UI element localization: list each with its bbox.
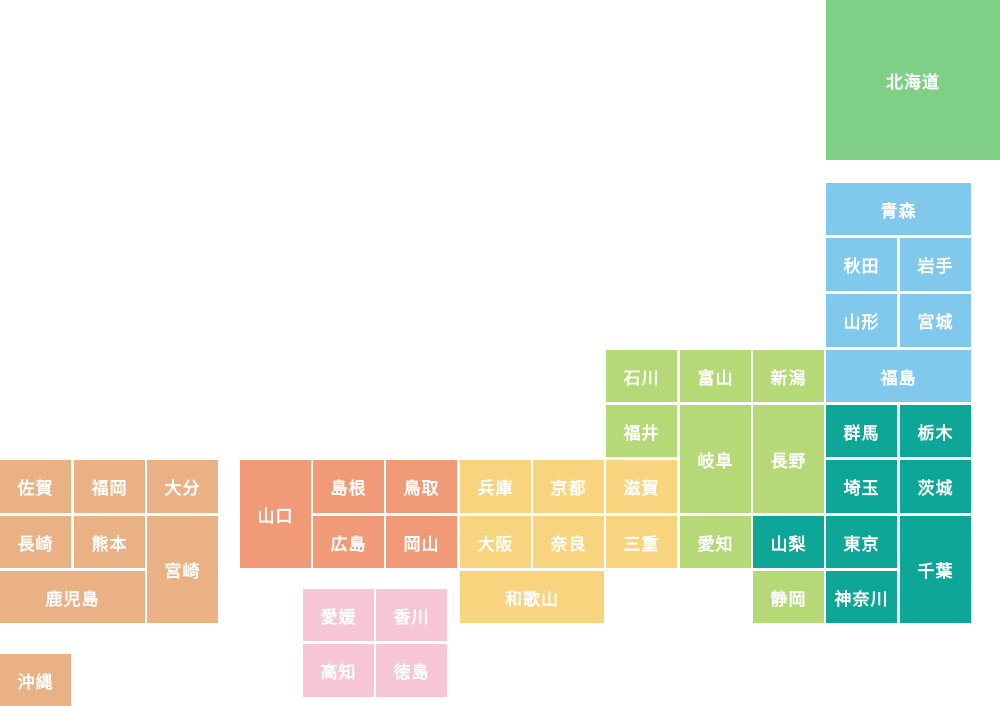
prefecture-hokkaido[interactable]: 北海道 [826,0,1000,160]
prefecture-label: 鳥取 [403,479,440,499]
prefecture-kagawa[interactable]: 香川 [376,589,447,641]
prefecture-ibaraki[interactable]: 茨城 [900,460,971,513]
prefecture-label: 沖縄 [17,672,54,693]
prefecture-label: 熊本 [91,534,128,555]
prefecture-gifu[interactable]: 岐阜 [680,405,751,513]
prefecture-label: 石川 [623,368,660,389]
prefecture-iwate[interactable]: 岩手 [900,238,971,291]
prefecture-yamagata[interactable]: 山形 [826,294,897,347]
prefecture-aomori[interactable]: 青森 [826,183,971,235]
prefecture-ishikawa[interactable]: 石川 [606,350,677,402]
prefecture-okinawa[interactable]: 沖縄 [0,654,71,706]
prefecture-tokushima[interactable]: 徳島 [376,644,447,697]
prefecture-fukushima[interactable]: 福島 [826,350,971,402]
prefecture-label: 京都 [550,479,587,499]
prefecture-label: 富山 [697,368,734,389]
prefecture-label: 岡山 [403,534,440,555]
prefecture-label: 愛媛 [320,607,357,628]
prefecture-label: 神奈川 [834,589,889,610]
prefecture-fukui[interactable]: 福井 [606,405,677,457]
prefecture-label: 愛知 [697,534,734,555]
prefecture-osaka[interactable]: 大阪 [460,516,531,568]
prefecture-label: 大分 [164,479,201,499]
prefecture-label: 三重 [623,534,660,555]
prefecture-label: 山口 [257,506,294,527]
prefecture-label: 徳島 [393,663,430,683]
prefecture-label: 栃木 [917,423,954,444]
prefecture-label: 鹿児島 [45,589,100,610]
prefecture-label: 奈良 [550,534,587,555]
prefecture-chiba[interactable]: 千葉 [900,516,971,623]
prefecture-label: 大阪 [477,534,514,555]
prefecture-mie[interactable]: 三重 [606,516,677,568]
prefecture-label: 長野 [770,451,807,472]
prefecture-hyogo[interactable]: 兵庫 [460,460,531,513]
prefecture-label: 佐賀 [17,479,54,499]
prefecture-label: 福井 [623,423,660,444]
prefecture-label: 広島 [330,534,367,555]
prefecture-label: 茨城 [917,479,954,499]
prefecture-label: 千葉 [917,562,954,582]
prefecture-miyagi[interactable]: 宮城 [900,294,971,347]
prefecture-niigata[interactable]: 新潟 [753,350,824,402]
prefecture-nagasaki[interactable]: 長崎 [0,516,71,568]
prefecture-label: 静岡 [770,589,807,610]
prefecture-label: 北海道 [886,72,940,93]
prefecture-kyoto[interactable]: 京都 [533,460,604,513]
prefecture-label: 和歌山 [505,589,559,610]
prefecture-label: 群馬 [843,423,880,444]
prefecture-shizuoka[interactable]: 静岡 [753,571,824,623]
prefecture-label: 宮崎 [164,562,201,582]
prefecture-okayama[interactable]: 岡山 [386,516,457,568]
prefecture-kagoshima[interactable]: 鹿児島 [0,571,145,623]
prefecture-fukuoka[interactable]: 福岡 [74,460,145,513]
prefecture-nara[interactable]: 奈良 [533,516,604,568]
prefecture-tokyo[interactable]: 東京 [826,516,897,568]
prefecture-label: 滋賀 [623,479,660,499]
prefecture-kumamoto[interactable]: 熊本 [74,516,145,568]
prefecture-label: 山梨 [770,534,807,555]
prefecture-label: 岐阜 [697,451,734,472]
prefecture-akita[interactable]: 秋田 [826,238,897,291]
prefecture-gunma[interactable]: 群馬 [826,405,897,457]
prefecture-label: 福岡 [91,479,128,499]
prefecture-ehime[interactable]: 愛媛 [303,589,374,641]
prefecture-tochigi[interactable]: 栃木 [900,405,971,457]
prefecture-label: 島根 [330,479,367,499]
prefecture-shimane[interactable]: 島根 [313,460,384,513]
prefecture-label: 高知 [320,663,357,683]
prefecture-label: 埼玉 [843,479,880,499]
prefecture-label: 兵庫 [477,479,514,499]
prefecture-kanagawa[interactable]: 神奈川 [826,571,897,623]
prefecture-saga[interactable]: 佐賀 [0,460,71,513]
prefecture-label: 山形 [843,313,880,333]
prefecture-nagano[interactable]: 長野 [753,405,824,513]
prefecture-kochi[interactable]: 高知 [303,644,374,697]
prefecture-saitama[interactable]: 埼玉 [826,460,897,513]
prefecture-label: 香川 [393,607,430,628]
prefecture-yamaguchi[interactable]: 山口 [240,460,311,568]
prefecture-label: 秋田 [843,257,880,277]
prefecture-tottori[interactable]: 鳥取 [386,460,457,513]
prefecture-label: 福島 [880,368,917,389]
prefecture-toyama[interactable]: 富山 [680,350,751,402]
prefecture-shiga[interactable]: 滋賀 [606,460,677,513]
prefecture-label: 東京 [843,534,880,555]
prefecture-label: 宮城 [917,313,954,333]
prefecture-label: 青森 [880,201,917,222]
prefecture-wakayama[interactable]: 和歌山 [460,571,604,623]
prefecture-miyazaki[interactable]: 宮崎 [147,516,218,623]
prefecture-aichi[interactable]: 愛知 [680,516,751,568]
prefecture-label: 新潟 [770,368,807,389]
prefecture-label: 長崎 [17,534,54,555]
prefecture-yamanashi[interactable]: 山梨 [753,516,824,568]
prefecture-oita[interactable]: 大分 [147,460,218,513]
prefecture-label: 岩手 [917,257,954,277]
prefecture-hiroshima[interactable]: 広島 [313,516,384,568]
